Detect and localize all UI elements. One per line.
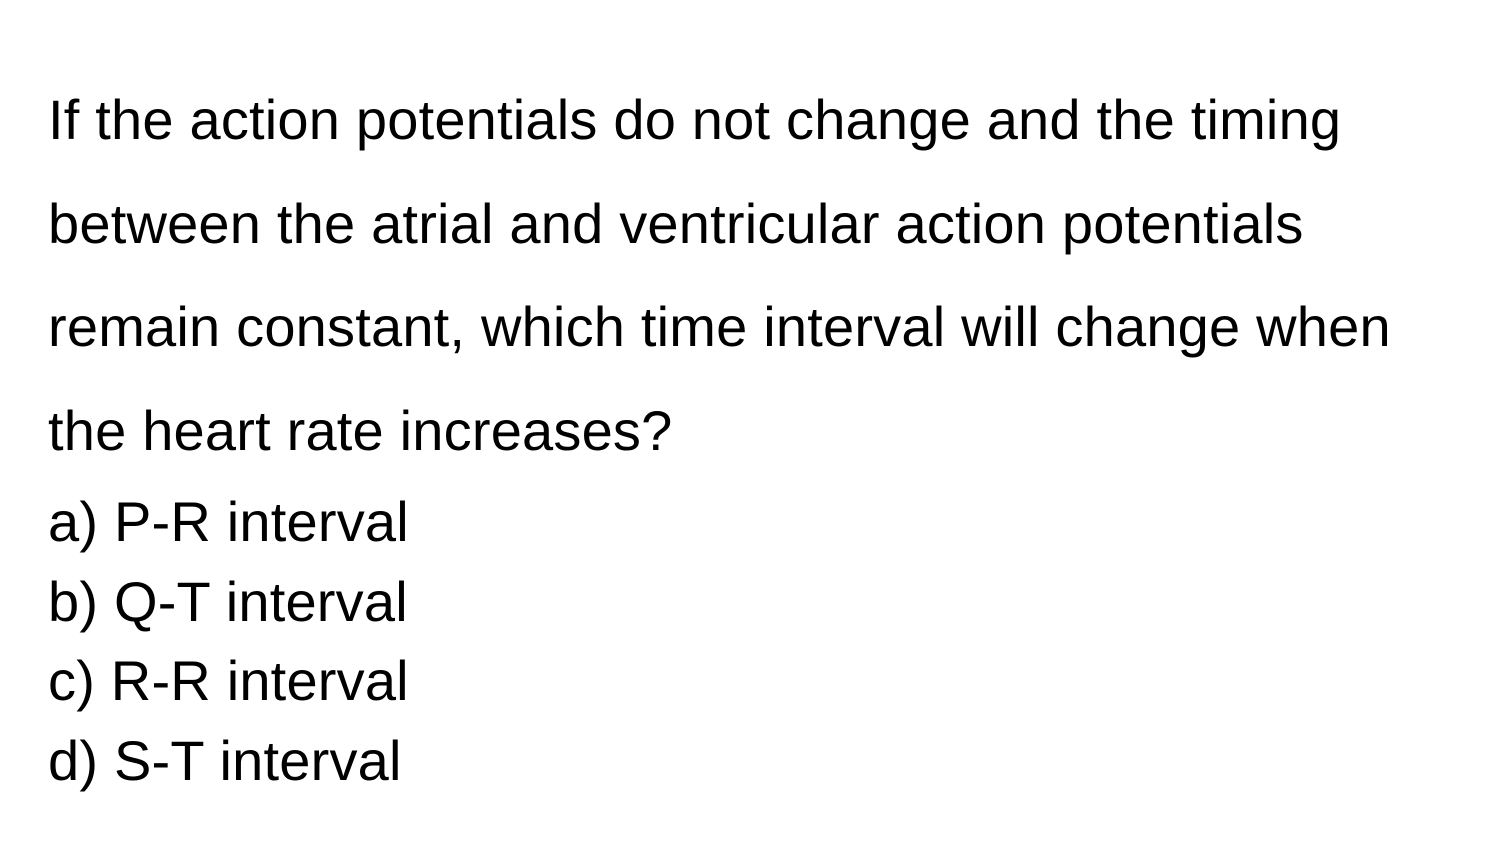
option-c: c) R-R interval <box>48 641 1452 721</box>
question-stem: If the action potentials do not change a… <box>48 68 1452 482</box>
option-b: b) Q-T interval <box>48 562 1452 642</box>
option-a: a) P-R interval <box>48 482 1452 562</box>
quiz-page: If the action potentials do not change a… <box>0 0 1500 800</box>
option-d: d) S-T interval <box>48 721 1452 801</box>
